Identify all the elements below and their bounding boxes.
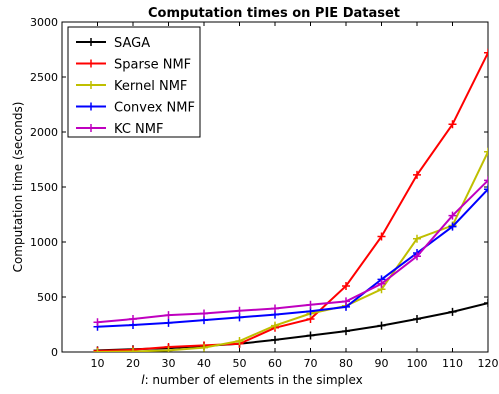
- data-point: [306, 300, 315, 309]
- legend-box: [67, 26, 201, 138]
- y-axis-title: Computation time (seconds): [11, 102, 25, 273]
- series-line-4: [97, 179, 488, 324]
- data-point: [93, 348, 102, 352]
- data-point: [164, 346, 173, 352]
- data-point: [448, 222, 457, 231]
- data-point: [271, 304, 279, 313]
- data-point: [164, 311, 173, 320]
- y-tick-label: 1000: [30, 236, 58, 249]
- data-point: [342, 327, 350, 336]
- axis-ticks: 10 20 30 40 50 60 70 80 90 100 110 120 0 500 1000 1500 2…: [30, 16, 499, 370]
- y-tick-label: 500: [37, 291, 58, 304]
- data-point: [484, 176, 488, 185]
- data-point: [342, 282, 350, 290]
- series-group: [93, 48, 488, 352]
- data-point: [129, 347, 137, 352]
- x-tick-label: 60: [268, 357, 282, 370]
- data-point: [448, 120, 457, 129]
- x-tick-label: 90: [375, 357, 389, 370]
- data-point: [413, 170, 421, 179]
- data-point: [377, 279, 386, 288]
- data-point: [235, 337, 244, 345]
- series-line-1: [97, 52, 488, 352]
- data-point: [484, 299, 488, 308]
- data-point: [413, 252, 421, 261]
- x-tick-label: 30: [162, 357, 176, 370]
- legend-label-0: SAGA: [114, 36, 150, 51]
- data-point: [271, 335, 279, 344]
- data-point: [377, 321, 386, 330]
- legend-label-2: Kernel NMF: [114, 79, 187, 94]
- y-tick-label: 1500: [30, 181, 58, 194]
- series-line-2: [97, 151, 488, 352]
- chart-title: Computation times on PIE Dataset: [148, 6, 400, 21]
- data-point: [484, 147, 488, 156]
- x-tick-label: 100: [407, 357, 428, 370]
- data-point: [164, 318, 173, 327]
- x-axis-title-variable: l: [141, 373, 145, 387]
- legend-label-3: Convex NMF: [114, 101, 195, 116]
- data-point: [484, 48, 488, 57]
- data-point: [413, 234, 421, 243]
- x-axis-title-text: : number of elements in the simplex: [145, 373, 363, 387]
- data-point: [413, 315, 421, 323]
- data-point: [484, 185, 488, 194]
- data-point: [448, 211, 457, 220]
- legend: SAGA Sparse NMF Kernel NMF Convex NMF KC NMF: [67, 26, 201, 138]
- data-point: [342, 297, 350, 306]
- data-point: [377, 232, 386, 241]
- x-tick-label: 10: [91, 357, 105, 370]
- data-point: [448, 307, 457, 316]
- x-tick-label: 110: [442, 357, 463, 370]
- y-tick-label: 0: [51, 346, 58, 359]
- legend-label-4: KC NMF: [114, 122, 163, 137]
- y-tick-label: 3000: [30, 16, 58, 29]
- y-tick-label: 2000: [30, 126, 58, 139]
- x-tick-label: 50: [233, 357, 247, 370]
- x-axis-title: l: number of elements in the simplex: [141, 373, 363, 387]
- y-tick-label: 2500: [30, 71, 58, 84]
- x-tick-label: 120: [478, 357, 499, 370]
- data-point: [129, 315, 137, 323]
- data-point: [235, 306, 244, 315]
- data-point: [200, 343, 208, 352]
- data-point: [306, 331, 315, 340]
- x-tick-label: 40: [197, 357, 211, 370]
- data-point: [200, 309, 208, 318]
- legend-label-1: Sparse NMF: [114, 58, 191, 73]
- x-tick-label: 80: [339, 357, 353, 370]
- data-point: [271, 321, 279, 330]
- x-tick-label: 70: [304, 357, 318, 370]
- data-point: [93, 318, 102, 327]
- x-tick-label: 20: [126, 357, 140, 370]
